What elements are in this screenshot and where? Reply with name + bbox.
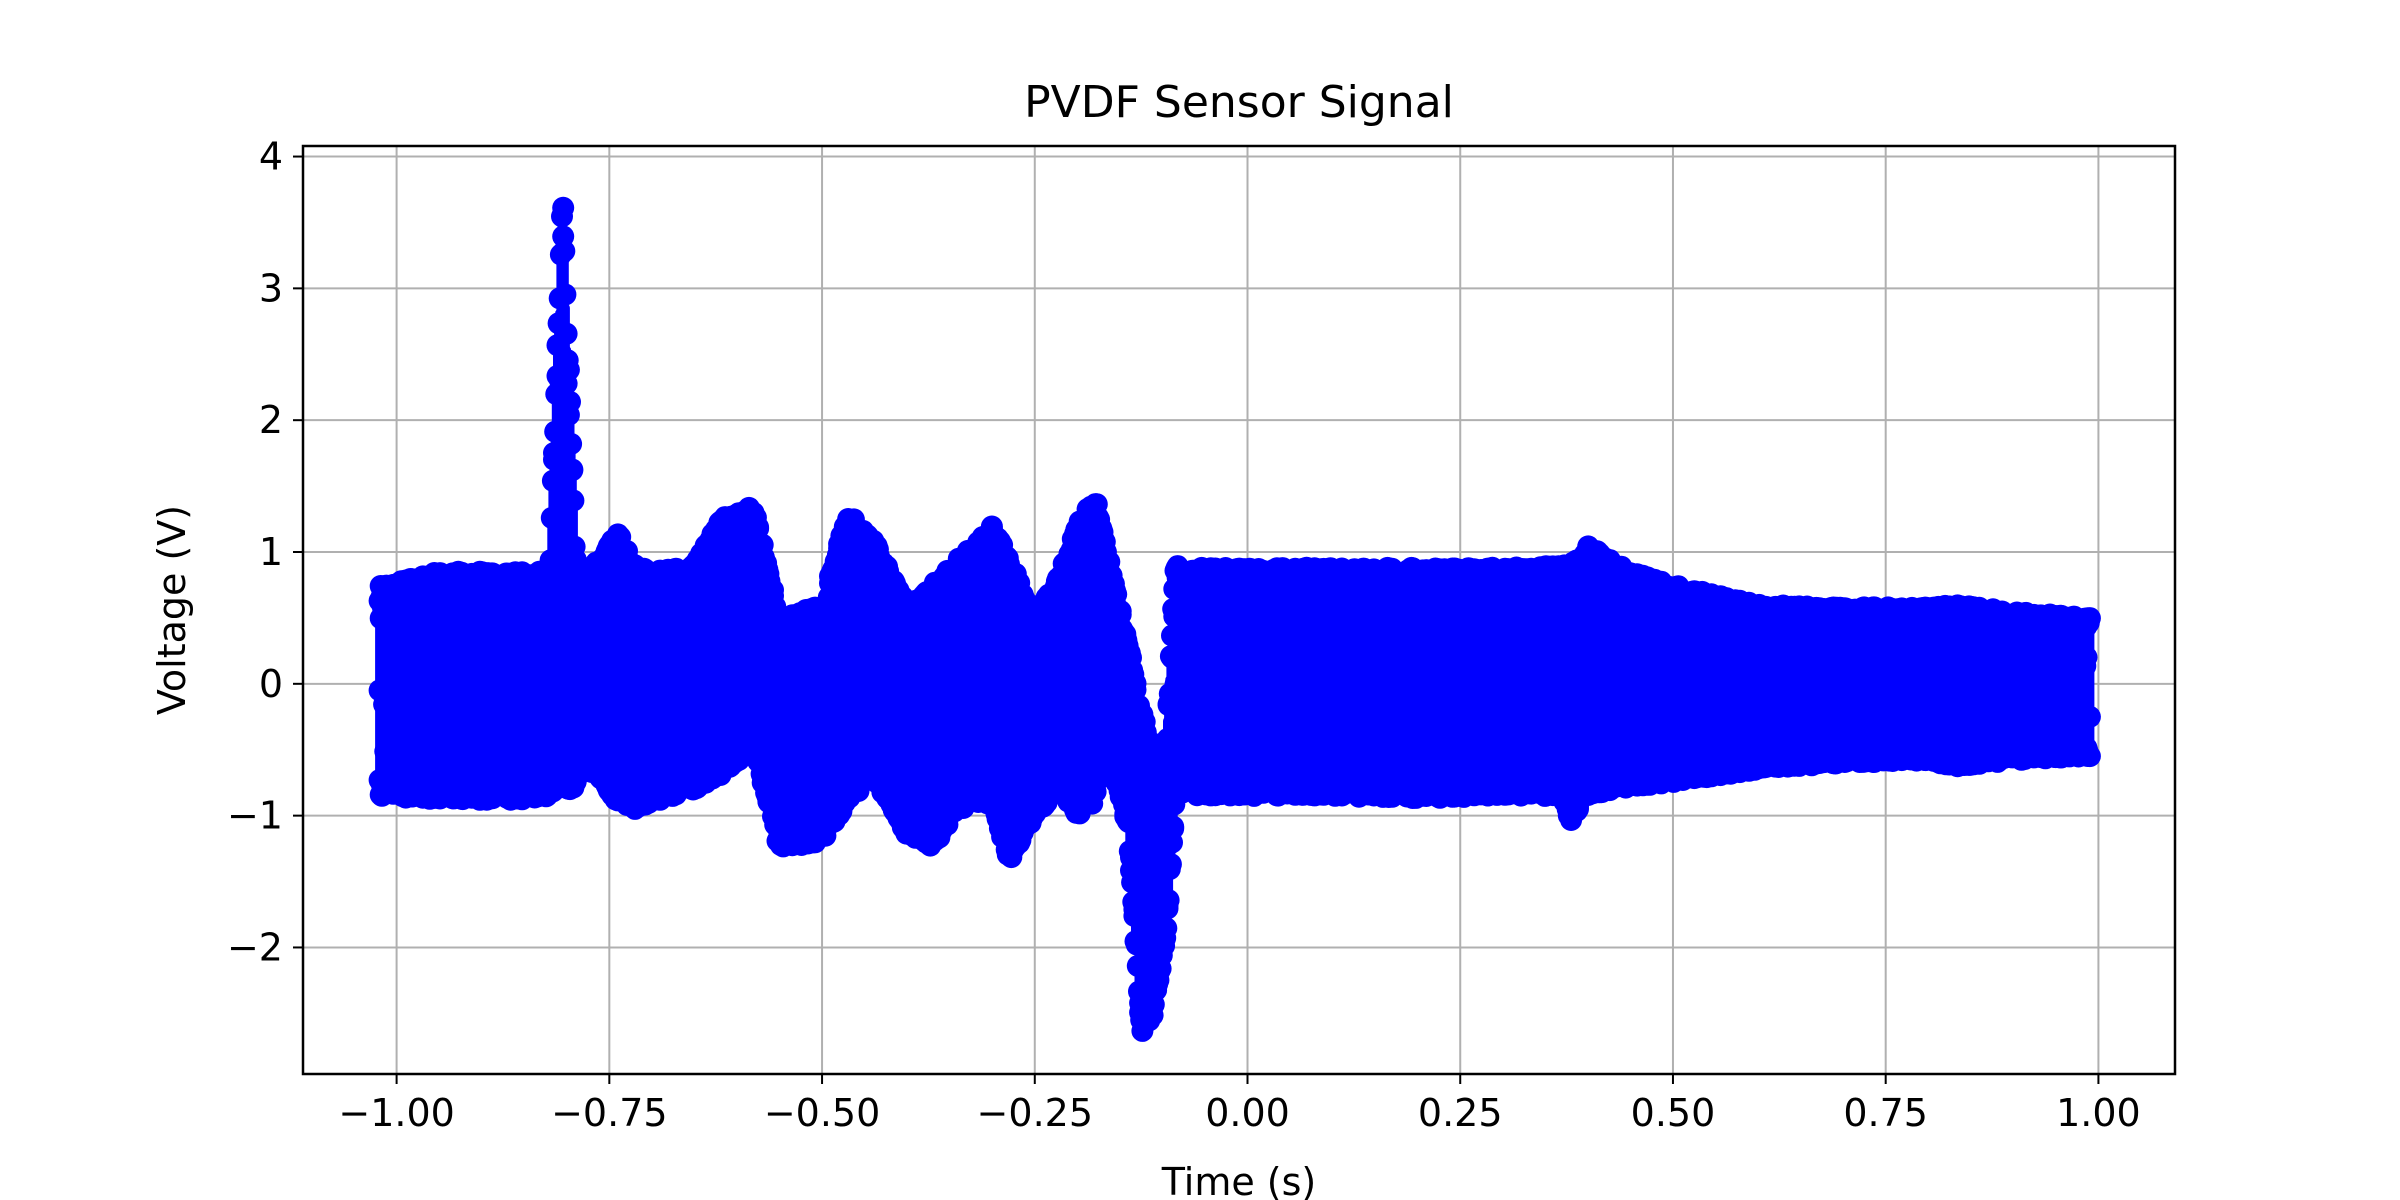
- data-point: [554, 283, 577, 306]
- data-points: [368, 196, 2101, 1042]
- data-point: [1155, 917, 1178, 940]
- data-point: [553, 240, 576, 263]
- data-point: [762, 579, 784, 601]
- data-point: [552, 196, 575, 219]
- data-point: [555, 322, 578, 345]
